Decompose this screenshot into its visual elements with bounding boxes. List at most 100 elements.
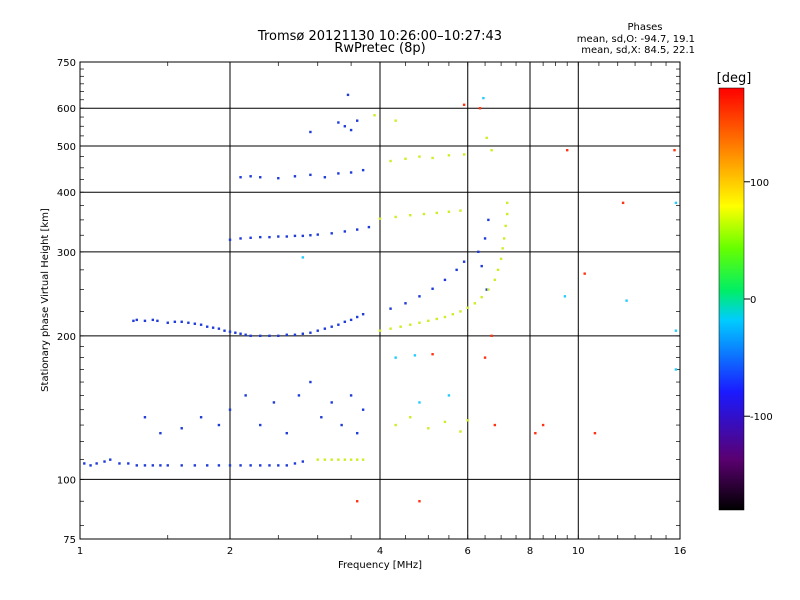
y-tick-label: 600 bbox=[57, 104, 76, 115]
data-point bbox=[330, 325, 333, 328]
data-point bbox=[330, 401, 333, 404]
data-point bbox=[143, 464, 147, 467]
data-point bbox=[378, 217, 382, 220]
data-point bbox=[480, 295, 483, 299]
data-point bbox=[205, 464, 209, 467]
data-point bbox=[159, 464, 162, 467]
data-point bbox=[367, 225, 371, 229]
data-point bbox=[502, 237, 506, 240]
data-point bbox=[187, 321, 190, 324]
x-tick-label: 8 bbox=[527, 546, 533, 557]
data-point bbox=[343, 230, 347, 233]
colorbar bbox=[718, 87, 745, 511]
data-point bbox=[389, 307, 392, 310]
colorbar-tick-label: 100 bbox=[750, 178, 769, 189]
data-point bbox=[95, 462, 98, 465]
data-point bbox=[249, 236, 252, 240]
data-point bbox=[135, 464, 138, 467]
data-point bbox=[418, 401, 421, 404]
data-point bbox=[394, 215, 397, 219]
data-point bbox=[180, 320, 183, 323]
y-tick-label: 400 bbox=[57, 188, 76, 199]
data-point bbox=[259, 334, 262, 338]
data-point bbox=[277, 177, 280, 180]
data-point bbox=[249, 464, 252, 467]
data-point bbox=[293, 333, 297, 336]
data-point bbox=[673, 148, 676, 152]
data-point bbox=[330, 458, 333, 461]
data-point bbox=[565, 148, 569, 152]
data-point bbox=[355, 458, 359, 461]
data-point bbox=[349, 318, 353, 322]
data-point bbox=[418, 295, 421, 298]
data-point bbox=[361, 458, 365, 461]
data-point bbox=[83, 462, 86, 465]
data-point bbox=[343, 320, 347, 323]
data-point bbox=[462, 153, 466, 156]
data-point bbox=[361, 312, 365, 316]
data-point bbox=[490, 148, 493, 152]
y-tick-label: 75 bbox=[63, 535, 76, 546]
data-point bbox=[404, 302, 407, 305]
data-point bbox=[293, 462, 297, 465]
data-point bbox=[394, 423, 397, 427]
data-point bbox=[418, 500, 421, 503]
data-point bbox=[239, 332, 242, 335]
data-point bbox=[309, 173, 312, 177]
x-tick-label: 6 bbox=[465, 546, 471, 557]
data-point bbox=[166, 321, 169, 324]
colorbar-label: [deg] bbox=[717, 71, 752, 86]
data-point bbox=[320, 416, 323, 419]
data-point bbox=[504, 224, 507, 228]
data-point bbox=[674, 368, 678, 371]
stats-line-o: mean, sd,O: -94.7, 19.1 bbox=[577, 34, 695, 45]
data-point bbox=[244, 333, 247, 336]
data-point bbox=[355, 431, 359, 435]
data-point bbox=[228, 408, 232, 411]
data-point bbox=[301, 332, 305, 335]
data-point bbox=[301, 256, 305, 259]
data-point bbox=[330, 232, 333, 235]
data-point bbox=[259, 235, 262, 239]
data-point bbox=[404, 157, 407, 161]
data-point bbox=[89, 464, 92, 467]
data-point bbox=[259, 176, 262, 179]
data-point bbox=[323, 458, 327, 461]
data-point bbox=[418, 321, 421, 324]
y-tick-label: 200 bbox=[57, 332, 76, 343]
data-point bbox=[389, 327, 392, 330]
data-point bbox=[343, 125, 347, 128]
data-point bbox=[487, 218, 490, 222]
data-point bbox=[259, 464, 262, 467]
data-point bbox=[316, 458, 319, 461]
data-point bbox=[293, 175, 297, 178]
data-point bbox=[159, 431, 162, 435]
data-point bbox=[399, 325, 402, 328]
data-point bbox=[228, 238, 232, 241]
data-point bbox=[297, 394, 301, 397]
data-point bbox=[443, 278, 447, 282]
data-point bbox=[316, 233, 319, 236]
data-point bbox=[309, 380, 312, 384]
data-point bbox=[462, 103, 466, 107]
data-point bbox=[409, 214, 412, 217]
data-point bbox=[109, 458, 112, 461]
data-point bbox=[431, 287, 434, 290]
y-axis-label: Stationary phase Virtual Height [km] bbox=[40, 208, 51, 392]
data-point bbox=[217, 464, 221, 467]
data-point bbox=[285, 333, 288, 336]
data-point bbox=[443, 420, 447, 424]
data-point bbox=[166, 464, 169, 467]
data-point bbox=[485, 136, 488, 140]
data-point bbox=[349, 458, 353, 461]
data-point bbox=[621, 201, 625, 205]
data-point bbox=[239, 237, 242, 240]
x-axis-label: Frequency [MHz] bbox=[338, 560, 422, 571]
data-point bbox=[583, 272, 586, 275]
data-point bbox=[309, 331, 312, 334]
data-point bbox=[361, 168, 365, 172]
data-point bbox=[505, 212, 509, 216]
y-tick-label: 500 bbox=[57, 142, 76, 153]
y-tick-label: 100 bbox=[57, 475, 76, 486]
